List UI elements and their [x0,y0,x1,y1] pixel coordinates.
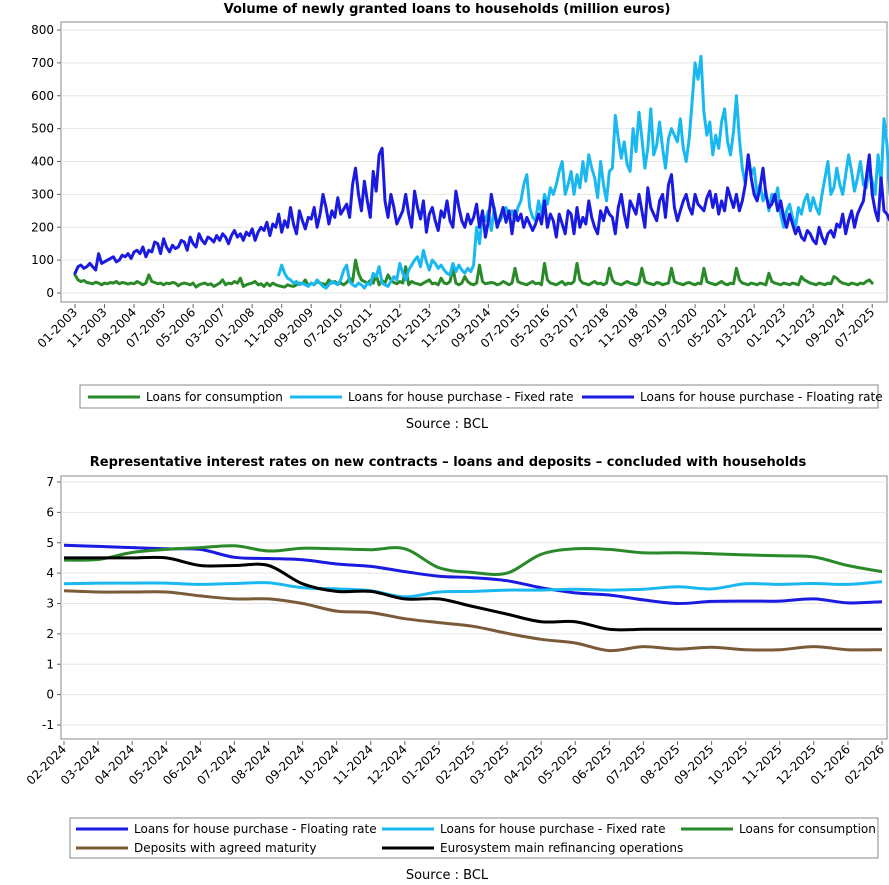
chart-1-series-line-0 [73,258,874,289]
chart-1-gridlines [61,29,887,294]
chart-1-series [73,54,889,290]
chart-2-y-tick-label: 6 [46,505,54,519]
chart-1-y-tick-label: 300 [31,187,54,201]
chart-1-y-tick-label: 500 [31,122,54,136]
chart-2-x-axis: 02-202403-202404-202405-202406-202407-20… [24,741,887,788]
chart-2-legend [69,817,879,859]
chart-2-title: Representative interest rates on new con… [90,455,807,470]
legend2-label-refinancing: Eurosystem main refinancing operations [440,841,683,855]
chart-1-y-tick-label: 600 [31,89,54,103]
chart-1-title: Volume of newly granted loans to househo… [224,2,671,17]
chart-1-source: Source : BCL [406,417,489,432]
chart-2-y-axis: -1 0 1 2 3 4 5 6 7 [42,475,61,732]
chart-2-series-line-0 [63,543,883,606]
chart-1-y-tick-label: 800 [31,23,54,37]
legend-label-fixed-rate: Loans for house purchase - Fixed rate [348,390,574,404]
chart-2-y-tick-label: -1 [42,718,54,732]
chart-2-y-tick-label: 4 [46,566,54,580]
chart-2-series-line-4 [63,555,882,632]
chart-2-series-line-2 [63,544,883,577]
legend2-label-deposits: Deposits with agreed maturity [134,841,316,855]
chart-2-y-tick-label: 7 [46,475,54,489]
chart-2-series [63,543,883,653]
chart-2-y-tick-label: 3 [46,597,54,611]
chart-1-y-tick-label: 100 [31,253,54,267]
chart-2-series-line-3 [63,589,883,653]
chart-1-y-tick-label: 0 [46,286,54,300]
legend-label-floating-rate: Loans for house purchase - Floating rate [640,390,883,404]
chart-1-series-line-2 [73,146,889,275]
chart-2-series-line-1 [63,580,883,599]
legend-label-consumption: Loans for consumption [146,390,283,404]
chart-2-y-tick-label: 0 [46,688,54,702]
chart-1: Volume of newly granted loans to househo… [31,2,889,432]
chart-1-y-tick-label: 200 [31,220,54,234]
chart-1-x-axis: 01-200311-200309-200407-200505-200603-20… [35,304,877,351]
chart-2-source: Source : BCL [406,868,489,883]
legend2-label-consumption: Loans for consumption [739,822,876,836]
legend2-label-floating-rate: Loans for house purchase - Floating rate [134,822,377,836]
chart-2: Representative interest rates on new con… [24,455,888,883]
chart-1-y-axis: 0 100 200 300 400 500 600 700 800 [31,23,61,300]
chart-2-y-tick-label: 2 [46,627,54,641]
chart-2-y-tick-label: 5 [46,536,54,550]
chart-2-y-tick-label: 1 [46,657,54,671]
chart-1-y-tick-label: 700 [31,56,54,70]
chart-1-y-tick-label: 400 [31,155,54,169]
chart-1-series-line-1 [277,54,889,290]
legend2-label-fixed-rate: Loans for house purchase - Fixed rate [440,822,666,836]
chart-1-legend [79,384,879,409]
